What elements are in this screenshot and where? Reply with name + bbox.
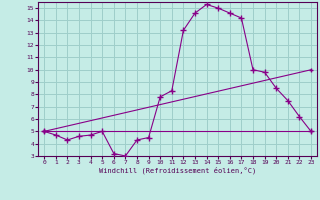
X-axis label: Windchill (Refroidissement éolien,°C): Windchill (Refroidissement éolien,°C) [99, 167, 256, 174]
